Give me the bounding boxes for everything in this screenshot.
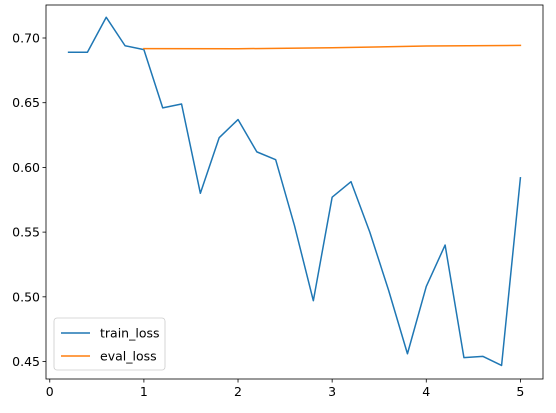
y-tick-label: 0.45 [12, 354, 40, 369]
y-tick-label: 0.50 [12, 289, 40, 304]
x-tick-label: 0 [46, 384, 54, 399]
x-tick-label: 5 [516, 384, 524, 399]
x-tick-label: 3 [328, 384, 336, 399]
x-tick-label: 1 [140, 384, 148, 399]
legend-label-eval-loss: eval_loss [100, 349, 157, 364]
plot-frame [45, 4, 544, 380]
series-layer [67, 16, 522, 367]
legend: train_loss eval_loss [53, 317, 166, 371]
y-tick-label: 0.55 [12, 225, 40, 240]
series-line-train-loss [67, 16, 522, 367]
y-axis: 0.45 0.50 0.55 0.60 0.65 0.70 [12, 31, 46, 369]
x-tick-label: 4 [422, 384, 430, 399]
y-tick-label: 0.65 [12, 95, 40, 110]
legend-box [53, 317, 166, 371]
x-tick-label: 2 [234, 384, 242, 399]
y-tick-label: 0.70 [12, 31, 40, 46]
series-line-eval-loss [143, 44, 522, 50]
plot-area [46, 5, 543, 379]
y-tick-label: 0.60 [12, 160, 40, 175]
legend-label-train-loss: train_loss [100, 326, 160, 341]
x-axis: 0 1 2 3 4 5 [46, 379, 524, 399]
